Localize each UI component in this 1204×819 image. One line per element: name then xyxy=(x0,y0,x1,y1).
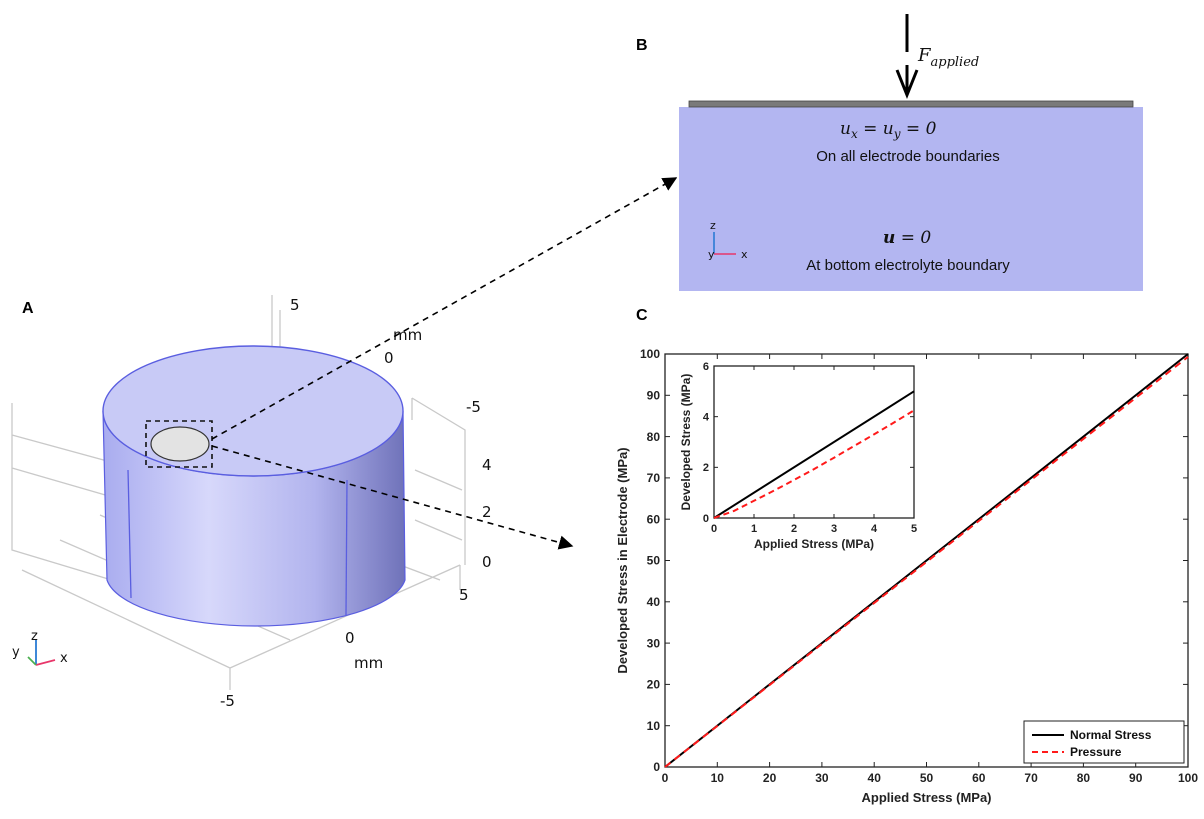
inset-y-tick-label: 6 xyxy=(703,361,709,373)
panel-b-label: B xyxy=(636,37,648,54)
z-tick-4: 4 xyxy=(482,456,492,474)
inset-y-tick-label: 2 xyxy=(703,462,709,474)
cylinder-seam-left xyxy=(127,469,132,599)
electrode-bar xyxy=(688,100,1134,108)
triad-b-x: x xyxy=(741,248,748,261)
triad-a-z: z xyxy=(31,629,38,644)
inset-x-tick-label: 0 xyxy=(711,523,717,535)
main-x-tick-label: 80 xyxy=(1077,771,1091,785)
inset-series-pressure xyxy=(713,409,915,519)
x-axis-unit: mm xyxy=(354,654,383,672)
legend-label-normal-stress: Normal Stress xyxy=(1070,728,1152,742)
inset-x-tick-label: 2 xyxy=(791,523,797,535)
callout-arrow-to-c xyxy=(211,445,574,550)
main-y-tick-label: 20 xyxy=(647,678,661,692)
triad-a-x: x xyxy=(60,651,68,666)
main-y-tick-label: 80 xyxy=(647,430,661,444)
x-tick-0: 0 xyxy=(345,629,355,647)
inset-y-tick-label: 0 xyxy=(703,513,709,525)
main-series-pressure xyxy=(664,356,1189,768)
panel-b-triad: z y x xyxy=(708,219,748,261)
main-chart: 0 10 20 30 40 50 60 70 80 90 100010203040506070809… xyxy=(615,347,1198,805)
panel-c-label: C xyxy=(636,307,648,324)
main-x-tick-label: 60 xyxy=(972,771,986,785)
inset-y-axis-label: Developed Stress (MPa) xyxy=(679,374,693,511)
main-y-tick-label: 40 xyxy=(647,595,661,609)
panel-b: B Fapplied ux = uy = 0 On all electrode … xyxy=(636,14,1143,291)
bc-bottom-equation: u = 0 xyxy=(883,228,931,248)
panel-a-ticks: 5 mm 0 -5 4 2 0 5 0 mm -5 xyxy=(220,296,492,710)
main-x-tick-label: 70 xyxy=(1024,771,1038,785)
panel-a-label: A xyxy=(22,300,34,317)
x-tick-5: 5 xyxy=(459,586,469,604)
inset-x-tick-label: 3 xyxy=(831,523,837,535)
legend-label-pressure: Pressure xyxy=(1070,745,1122,759)
inset-chart: 0 1 2 3 4 5 0 2 4 6 Applied Stress (MPa) Developed … xyxy=(679,361,917,551)
main-y-tick-label: 60 xyxy=(647,512,661,526)
main-x-tick-label: 0 xyxy=(662,771,669,785)
bc-top-equation: ux = uy = 0 xyxy=(840,119,937,141)
inset-plot-frame xyxy=(713,365,915,519)
triad-b-z: z xyxy=(710,219,716,232)
main-y-tick-label: 50 xyxy=(647,554,661,568)
main-x-tick-label: 30 xyxy=(815,771,829,785)
main-x-tick-label: 50 xyxy=(920,771,934,785)
main-x-axis-label: Applied Stress (MPa) xyxy=(861,790,991,805)
inset-y-tick-label: 4 xyxy=(703,412,710,424)
inset-x-tick-label: 5 xyxy=(911,523,917,535)
main-y-tick-label: 30 xyxy=(647,636,661,650)
cylinder-top xyxy=(102,345,404,477)
z-tick-2: 2 xyxy=(482,503,492,521)
cylinder-seam-right xyxy=(345,479,348,616)
legend-box xyxy=(1023,720,1185,764)
triad-a-y: y xyxy=(12,645,20,660)
main-x-tick-label: 10 xyxy=(711,771,725,785)
cylinder xyxy=(102,345,406,627)
main-y-tick-label: 0 xyxy=(653,760,660,774)
main-y-tick-label: 90 xyxy=(647,389,661,403)
inset-series-normal-stress xyxy=(713,390,915,519)
main-y-tick-label: 10 xyxy=(647,719,661,733)
main-x-tick-label: 20 xyxy=(763,771,777,785)
main-y-tick-label: 100 xyxy=(640,347,660,361)
electrolyte-domain xyxy=(679,107,1143,291)
panel-a-triad: z y x xyxy=(12,629,68,666)
x-tick-minus5: -5 xyxy=(220,692,235,710)
electrode-highlight-box xyxy=(145,420,213,468)
inset-x-tick-label: 4 xyxy=(871,523,878,535)
force-arrow-head xyxy=(895,69,919,100)
main-x-tick-label: 40 xyxy=(868,771,882,785)
y-tick-top: 5 xyxy=(290,296,300,314)
panel-a: A 5 mm 0 -5 4 2 0 5 0 mm -5 xyxy=(11,177,678,710)
main-x-tick-label: 100 xyxy=(1178,771,1198,785)
y-axis-unit: mm xyxy=(393,326,422,344)
inset-x-axis-label: Applied Stress (MPa) xyxy=(754,537,874,551)
electrode-disk xyxy=(150,426,210,462)
main-y-axis-label: Developed Stress in Electrode (MPa) xyxy=(615,447,630,673)
callout-arrow-to-b xyxy=(211,177,678,440)
bc-top-text: On all electrode boundaries xyxy=(816,148,999,165)
force-label: Fapplied xyxy=(917,45,979,70)
y-tick-bottom: -5 xyxy=(466,398,481,416)
triad-b-y: y xyxy=(708,248,715,261)
panel-c: C 0 10 20 30 40 50 60 70 80 90 1000102030405060708… xyxy=(615,307,1198,805)
z-tick-0: 0 xyxy=(482,553,492,571)
bc-bottom-text: At bottom electrolyte boundary xyxy=(806,257,1010,274)
inset-x-tick-label: 1 xyxy=(751,523,757,535)
main-x-tick-label: 90 xyxy=(1129,771,1143,785)
y-tick-mid: 0 xyxy=(384,349,394,367)
main-y-tick-label: 70 xyxy=(647,471,661,485)
